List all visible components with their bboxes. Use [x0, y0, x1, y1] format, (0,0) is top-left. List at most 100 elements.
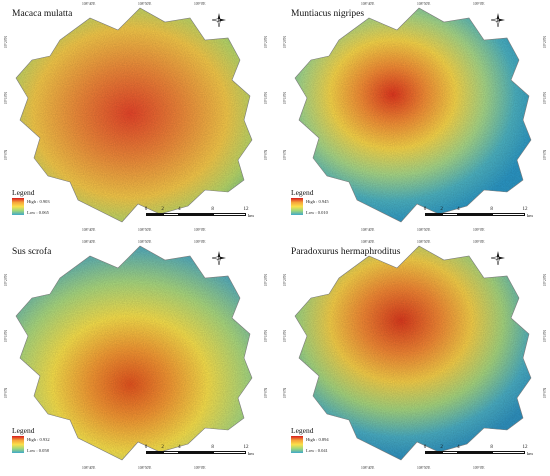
- scale-bar-label: 12: [522, 445, 528, 450]
- scale-bar-label: 8: [211, 207, 214, 212]
- legend-low-label: Low : 0.058: [27, 448, 49, 453]
- latitude-tick-left: 19°10'N: [283, 330, 287, 342]
- habitat-suitability-map: [294, 7, 532, 223]
- scale-bar-label: 0: [144, 207, 148, 212]
- scale-bar-label: 2: [161, 207, 164, 212]
- latitude-tick-right: 19°20'N: [543, 274, 547, 286]
- latitude-tick-left: 19°10'N: [4, 92, 8, 104]
- scale-bar-segment: [491, 213, 525, 216]
- latitude-tick-left: 19°20'N: [4, 274, 8, 286]
- longitude-tick-top: 109°0'E: [194, 2, 206, 6]
- longitude-tick-bottom: 109°0'E: [194, 228, 206, 232]
- longitude-tick-bottom: 109°0'E: [473, 228, 485, 232]
- scale-bar-segment: [162, 451, 180, 454]
- longitude-tick-top: 108°40'E: [82, 2, 96, 6]
- scale-bar-label: 0: [423, 207, 427, 212]
- scale-bar-segment: [491, 451, 525, 454]
- map-panel-paradoxurus-hermaphroditus: Paradoxurus hermaphroditus 108°40'E 108°40…: [279, 238, 550, 474]
- legend-title: Legend: [291, 188, 314, 197]
- scale-bar-label: 0: [144, 445, 148, 450]
- legend-low-label: Low : 0.010: [306, 210, 328, 215]
- latitude-tick-right: 19°0'N: [264, 149, 268, 160]
- scale-bar-label: 0: [423, 445, 427, 450]
- region-boundary: [294, 7, 532, 223]
- scale-bar-label: 2: [440, 445, 443, 450]
- longitude-tick-bottom: 108°40'E: [82, 466, 96, 470]
- scale-bar-unit: km: [248, 213, 254, 218]
- scale-bar-label: 2: [161, 445, 164, 450]
- legend-title: Legend: [12, 188, 35, 197]
- latitude-tick-left: 19°0'N: [283, 149, 287, 160]
- species-title: Macaca mulatta: [12, 9, 73, 19]
- legend-low-label: Low : 0.065: [27, 210, 49, 215]
- habitat-suitability-map: [15, 245, 253, 461]
- scale-bar-segment: [458, 451, 492, 454]
- scale-bar-segment: [146, 213, 163, 216]
- longitude-tick-bottom: 108°50'E: [417, 228, 431, 232]
- latitude-tick-right: 19°0'N: [543, 149, 547, 160]
- legend-high-label: High : 0.932: [27, 437, 50, 442]
- north-arrow-icon: [491, 251, 505, 265]
- longitude-tick-bottom: 109°0'E: [473, 466, 485, 470]
- longitude-tick-top: 108°50'E: [138, 2, 152, 6]
- scale-bar-segment: [212, 451, 246, 454]
- region-boundary: [15, 245, 253, 461]
- longitude-tick-top: 108°40'E: [361, 2, 375, 6]
- region-boundary: [15, 7, 253, 223]
- legend-color-ramp: [291, 436, 303, 453]
- latitude-tick-left: 19°20'N: [283, 36, 287, 48]
- longitude-tick-bottom: 108°40'E: [361, 466, 375, 470]
- latitude-tick-right: 19°10'N: [543, 330, 547, 342]
- longitude-tick-top: 108°50'E: [417, 2, 431, 6]
- latitude-tick-left: 19°0'N: [4, 387, 8, 398]
- latitude-tick-right: 19°10'N: [264, 330, 268, 342]
- scale-bar-segment: [425, 451, 442, 454]
- scale-bar-label: 4: [178, 445, 181, 450]
- scale-bar-label: 4: [178, 207, 181, 212]
- latitude-tick-left: 19°10'N: [4, 330, 8, 342]
- latitude-tick-right: 19°0'N: [264, 387, 268, 398]
- latitude-tick-right: 19°10'N: [264, 92, 268, 104]
- legend-color-ramp: [291, 198, 303, 215]
- scale-bar-segment: [425, 213, 442, 216]
- scale-bar: 0 2 4 8 12 km: [423, 445, 537, 459]
- scale-bar-label: 12: [243, 445, 249, 450]
- scale-bar: 0 2 4 8 12 km: [144, 445, 258, 459]
- legend-high-label: High : 0.894: [306, 437, 329, 442]
- scale-bar: 0 2 4 8 12 km: [144, 207, 258, 221]
- scale-bar-unit: km: [527, 451, 533, 456]
- longitude-tick-top: 108°50'E: [138, 240, 152, 244]
- scale-bar-segment: [441, 451, 459, 454]
- scale-bar-label: 8: [490, 207, 493, 212]
- species-title: Paradoxurus hermaphroditus: [291, 247, 401, 257]
- longitude-tick-top: 108°50'E: [417, 240, 431, 244]
- longitude-tick-top: 109°0'E: [194, 240, 206, 244]
- latitude-tick-left: 19°0'N: [283, 387, 287, 398]
- latitude-tick-left: 19°20'N: [4, 36, 8, 48]
- longitude-tick-bottom: 108°40'E: [361, 228, 375, 232]
- habitat-suitability-map: [15, 7, 253, 223]
- scale-bar-unit: km: [248, 451, 254, 456]
- legend-title: Legend: [12, 426, 35, 435]
- scale-bar-label: 12: [243, 207, 249, 212]
- scale-bar-segment: [179, 213, 213, 216]
- scale-bar-label: 2: [440, 207, 443, 212]
- scale-bar-segment: [212, 213, 246, 216]
- map-panel-macaca-mulatta: Macaca mulatta 108°40'E 108°40'E 108°50'E 10…: [0, 0, 271, 236]
- north-arrow-icon: [491, 13, 505, 27]
- longitude-tick-bottom: 108°50'E: [417, 466, 431, 470]
- north-arrow-icon: [212, 13, 226, 27]
- north-arrow-icon: [212, 251, 226, 265]
- longitude-tick-bottom: 108°40'E: [82, 228, 96, 232]
- legend-title: Legend: [291, 426, 314, 435]
- latitude-tick-left: 19°10'N: [283, 92, 287, 104]
- map-panel-muntiacus-nigripes: Muntiacus nigripes 108°40'E 108°40'E 108°50…: [279, 0, 550, 236]
- scale-bar-label: 12: [522, 207, 528, 212]
- longitude-tick-top: 109°0'E: [473, 240, 485, 244]
- region-boundary: [294, 245, 532, 461]
- species-title: Muntiacus nigripes: [291, 9, 365, 19]
- legend-low-label: Low : 0.041: [306, 448, 328, 453]
- habitat-suitability-map: [294, 245, 532, 461]
- latitude-tick-left: 19°20'N: [283, 274, 287, 286]
- scale-bar-label: 4: [457, 207, 460, 212]
